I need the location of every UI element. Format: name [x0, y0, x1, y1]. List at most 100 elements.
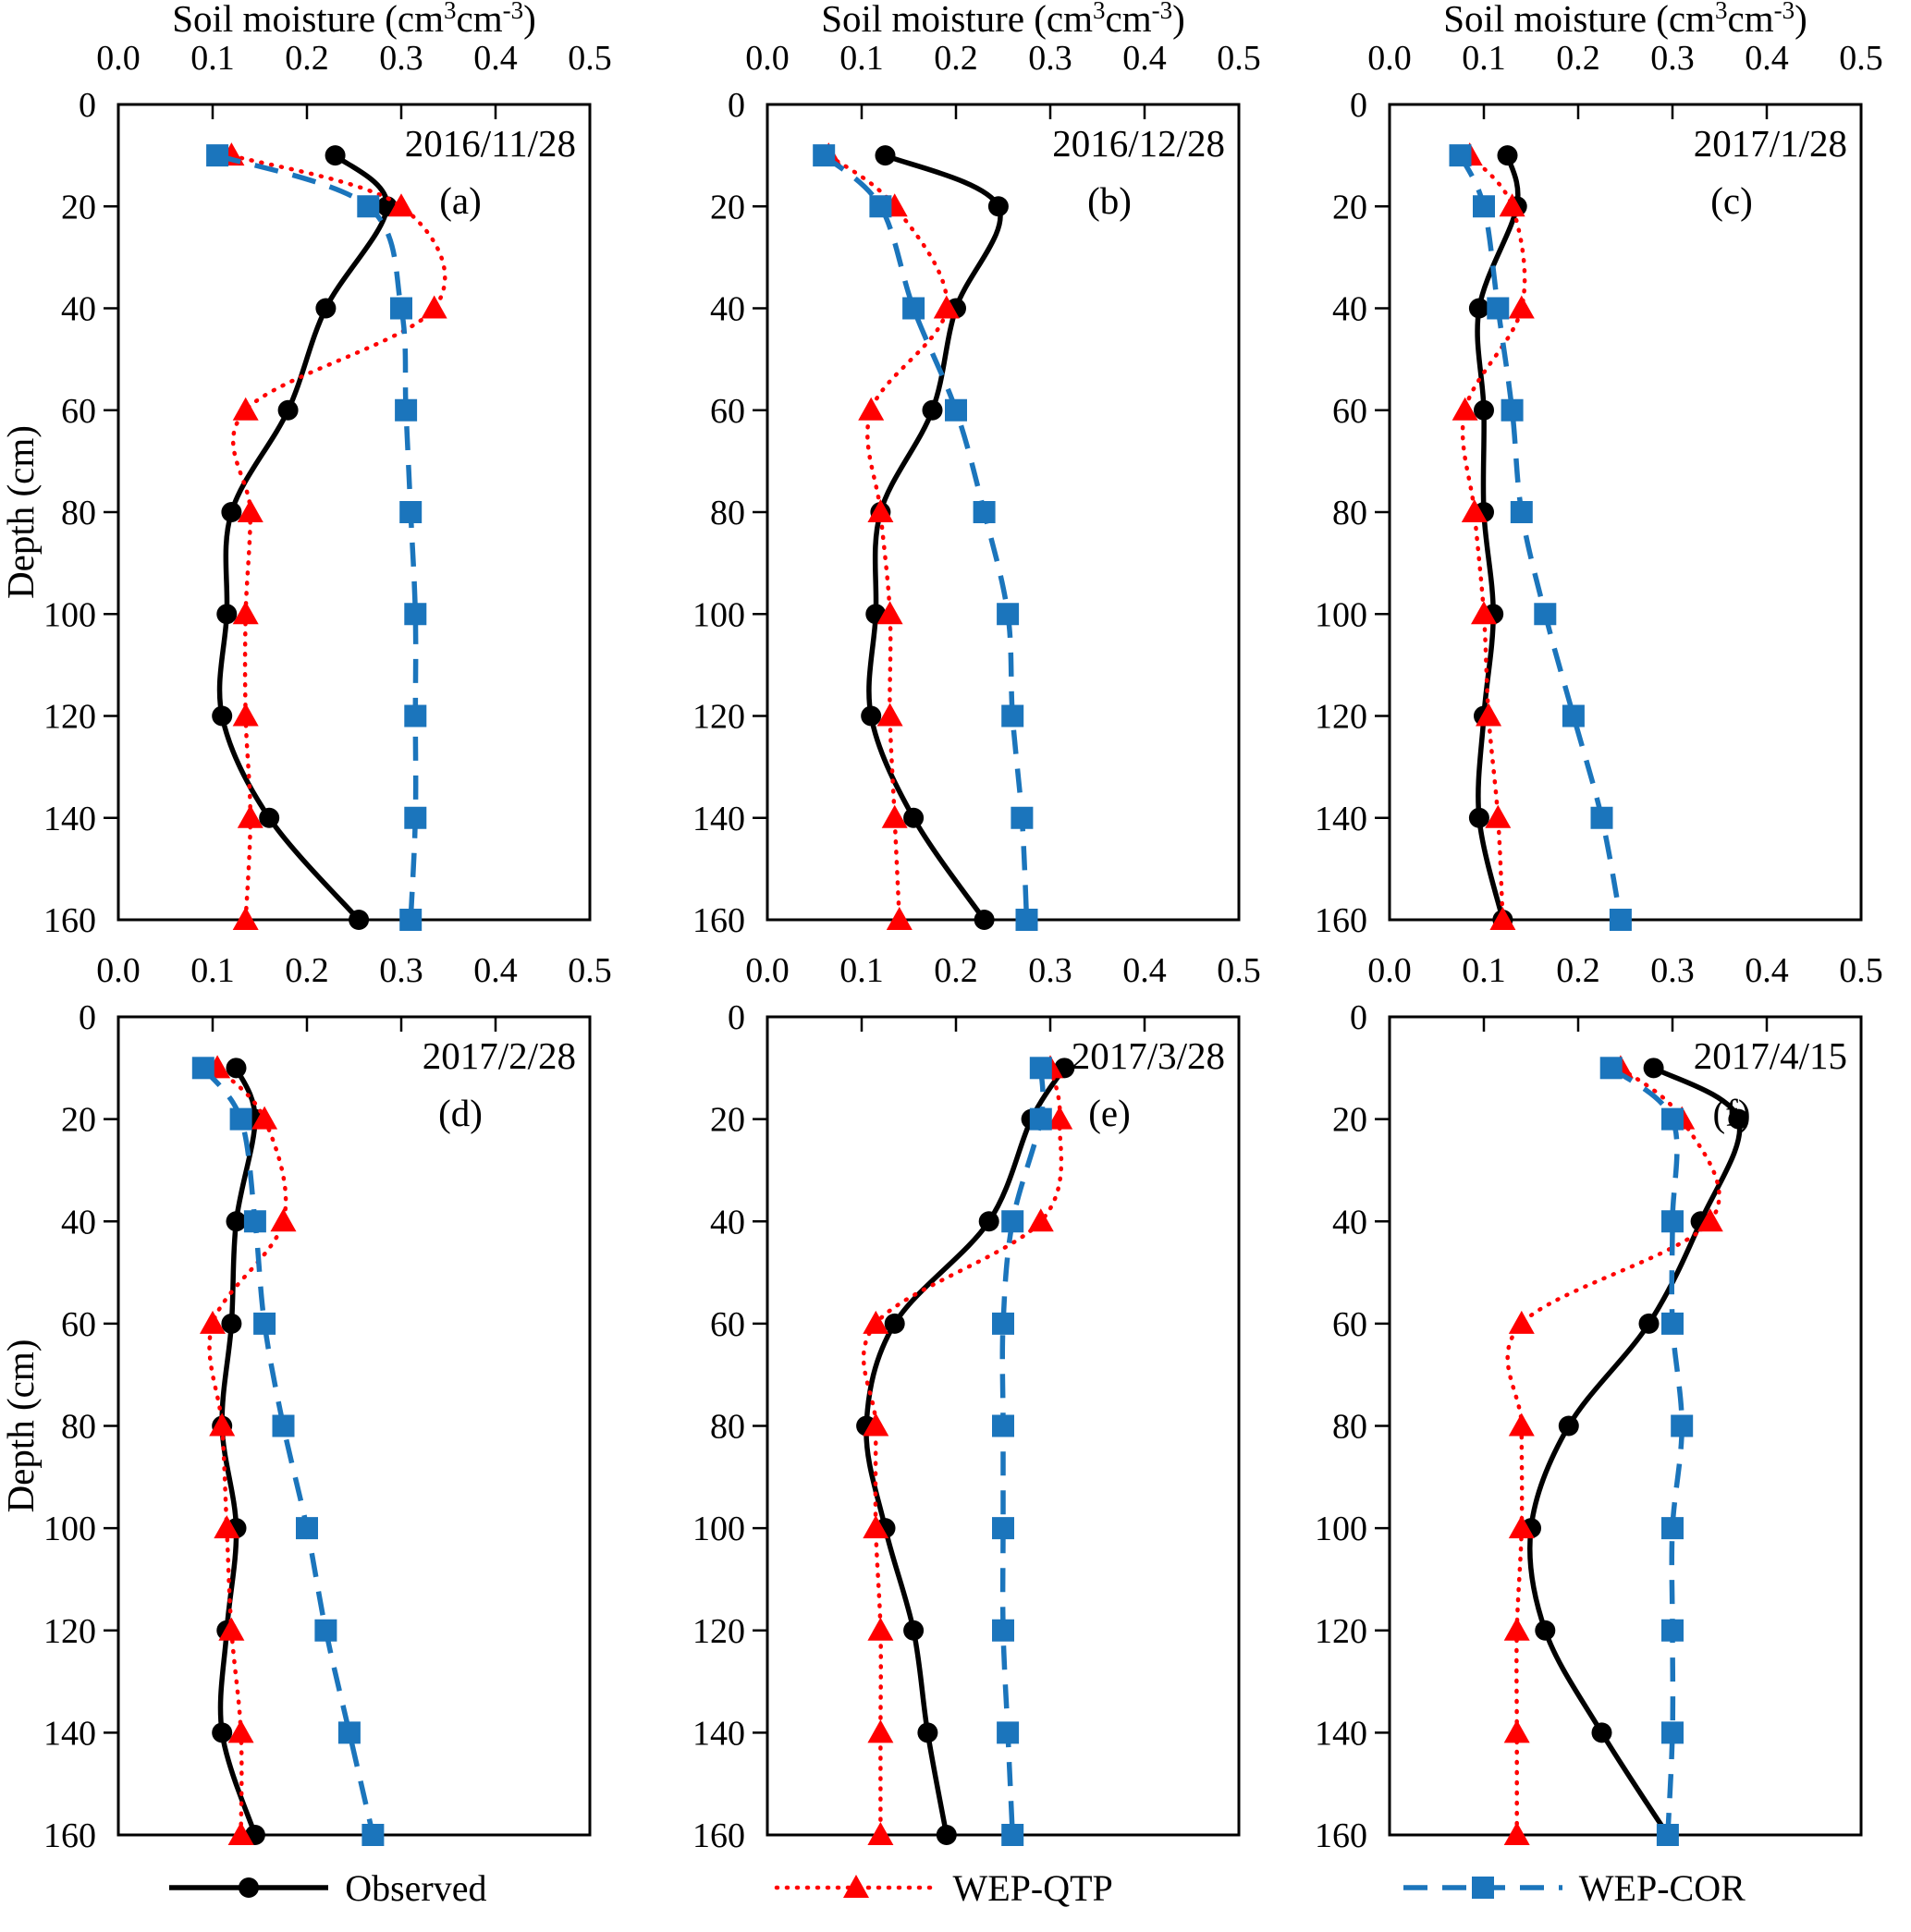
- series-line-wep_qtp: [1460, 153, 1527, 923]
- series-line-observed: [1475, 154, 1521, 921]
- y-tick-label: 160: [1315, 901, 1367, 940]
- panel-letter: (b): [1087, 179, 1132, 222]
- x-tick-label: 0.3: [379, 39, 423, 78]
- x-tick-label: 0.4: [1745, 951, 1789, 990]
- y-tick-label: 140: [1315, 800, 1367, 838]
- series-markers-wep_qtp: [863, 1055, 1073, 1845]
- x-axis-title: Soil moisture (cm3cm-3): [821, 0, 1185, 40]
- y-tick-label: 140: [692, 1714, 745, 1753]
- panel-date: 2017/1/28: [1694, 122, 1847, 165]
- y-tick-label: 100: [1315, 1510, 1367, 1548]
- series-markers-wep_qtp: [815, 142, 960, 930]
- series-line-observed: [216, 153, 390, 922]
- y-tick-label: 160: [1315, 1816, 1367, 1855]
- y-tick-label: 80: [710, 1408, 745, 1447]
- y-tick-label: 160: [43, 901, 96, 940]
- y-tick-label: 40: [61, 1203, 96, 1241]
- x-tick-label: 0.4: [473, 951, 518, 990]
- y-tick-label: 100: [43, 595, 96, 634]
- y-tick-label: 0: [1350, 998, 1367, 1037]
- series-line-wep_cor: [1609, 1066, 1684, 1836]
- x-tick-label: 0.0: [1367, 39, 1412, 78]
- x-tick-label: 0.2: [1556, 951, 1600, 990]
- y-tick-label: 40: [61, 290, 96, 329]
- series-line-observed: [864, 1066, 1067, 1836]
- y-tick-label: 160: [692, 901, 745, 940]
- y-tick-label: 40: [1332, 290, 1367, 329]
- y-tick-label: 40: [710, 290, 745, 329]
- panel-d: 0.0 0.1 0.2 0.3 0.4 0.5 0 20 40 60 80 100 120 140 160 2…: [43, 951, 612, 1855]
- x-tick-label: 0.4: [473, 39, 518, 78]
- panel-date: 2017/3/28: [1072, 1034, 1225, 1077]
- x-tick-label: 0.4: [1122, 951, 1167, 990]
- panel-letter: (a): [439, 179, 482, 222]
- x-tick-label: 0.2: [934, 39, 978, 78]
- x-tick-label: 0.3: [379, 951, 423, 990]
- series-markers-wep_cor: [191, 1057, 385, 1846]
- legend-item-observed: Observed: [165, 1866, 486, 1910]
- x-tick-label: 0.3: [1650, 951, 1695, 990]
- series-markers-observed: [212, 145, 398, 930]
- y-tick-label: 120: [43, 1612, 96, 1651]
- legend-item-wep-qtp: WEP-QTP: [773, 1866, 1113, 1910]
- x-tick-label: 0.2: [1556, 39, 1600, 78]
- y-tick-label: 20: [61, 1101, 96, 1140]
- plot-box: [116, 1015, 592, 1837]
- y-tick-label: 60: [1332, 392, 1367, 431]
- panel-f: 0.0 0.1 0.2 0.3 0.4 0.5 0 20 40 60 80 100 120 140 160 2…: [1315, 951, 1883, 1855]
- series-markers-wep_cor: [992, 1057, 1052, 1846]
- y-tick-label: 140: [1315, 1714, 1367, 1753]
- panel-date: 2017/4/15: [1694, 1034, 1847, 1077]
- panel-letter: (e): [1088, 1092, 1131, 1134]
- y-tick-label: 100: [692, 595, 745, 634]
- y-tick-label: 80: [710, 494, 745, 532]
- y-tick-label: 60: [710, 392, 745, 431]
- x-tick-label: 0.0: [745, 951, 790, 990]
- series-line-wep_cor: [201, 1066, 376, 1836]
- y-tick-label: 60: [710, 1305, 745, 1344]
- series-markers-wep_qtp: [200, 1055, 297, 1845]
- panel-date: 2016/12/28: [1052, 122, 1225, 165]
- legend: Observed WEP-QTP WEP-COR: [0, 1851, 1911, 1925]
- series-line-wep_qtp: [861, 1066, 1064, 1838]
- x-tick-label: 0.3: [1028, 39, 1072, 78]
- y-tick-label: 100: [692, 1510, 745, 1548]
- x-tick-label: 0.4: [1122, 39, 1167, 78]
- y-tick-label: 0: [79, 86, 96, 125]
- series-line-wep_qtp: [827, 153, 949, 923]
- series-markers-wep_cor: [1599, 1057, 1694, 1846]
- series-line-observed: [1526, 1065, 1743, 1837]
- y-tick-label: 20: [61, 188, 96, 226]
- series-line-wep_qtp: [229, 153, 447, 923]
- panel-letter: (d): [438, 1092, 483, 1134]
- x-tick-label: 0.0: [96, 39, 141, 78]
- legend-label-observed: Observed: [345, 1866, 487, 1909]
- x-tick-label: 0.1: [190, 39, 235, 78]
- y-tick-label: 160: [43, 1816, 96, 1855]
- panel-c: 0.0 0.1 0.2 0.3 0.4 0.5 0 20 40 60 80 100 120 140 160 2…: [1315, 39, 1883, 940]
- y-tick-label: 120: [692, 698, 745, 737]
- y-tick-label: 140: [43, 800, 96, 838]
- y-tick-label: 100: [43, 1510, 96, 1548]
- legend-label-wep-qtp: WEP-QTP: [952, 1866, 1113, 1909]
- y-tick-label: 0: [79, 998, 96, 1037]
- plot-box: [1388, 103, 1863, 922]
- plot-box: [1388, 1015, 1863, 1837]
- x-axis-title: Soil moisture (cm3cm-3): [172, 0, 536, 40]
- x-tick-label: 0.5: [568, 39, 612, 78]
- y-tick-label: 120: [1315, 698, 1367, 737]
- series-markers-wep_cor: [206, 144, 427, 931]
- y-tick-label: 20: [710, 1101, 745, 1140]
- x-tick-label: 0.1: [1462, 39, 1506, 78]
- y-tick-label: 140: [43, 1714, 96, 1753]
- y-tick-label: 80: [61, 1408, 96, 1447]
- wep-cor-line-square-icon: [1403, 1877, 1562, 1899]
- plot-box: [116, 103, 592, 922]
- y-tick-label: 60: [61, 1305, 96, 1344]
- y-tick-label: 0: [1350, 86, 1367, 125]
- y-tick-label: 100: [1315, 595, 1367, 634]
- y-tick-label: 20: [710, 188, 745, 226]
- y-tick-label: 80: [1332, 1408, 1367, 1447]
